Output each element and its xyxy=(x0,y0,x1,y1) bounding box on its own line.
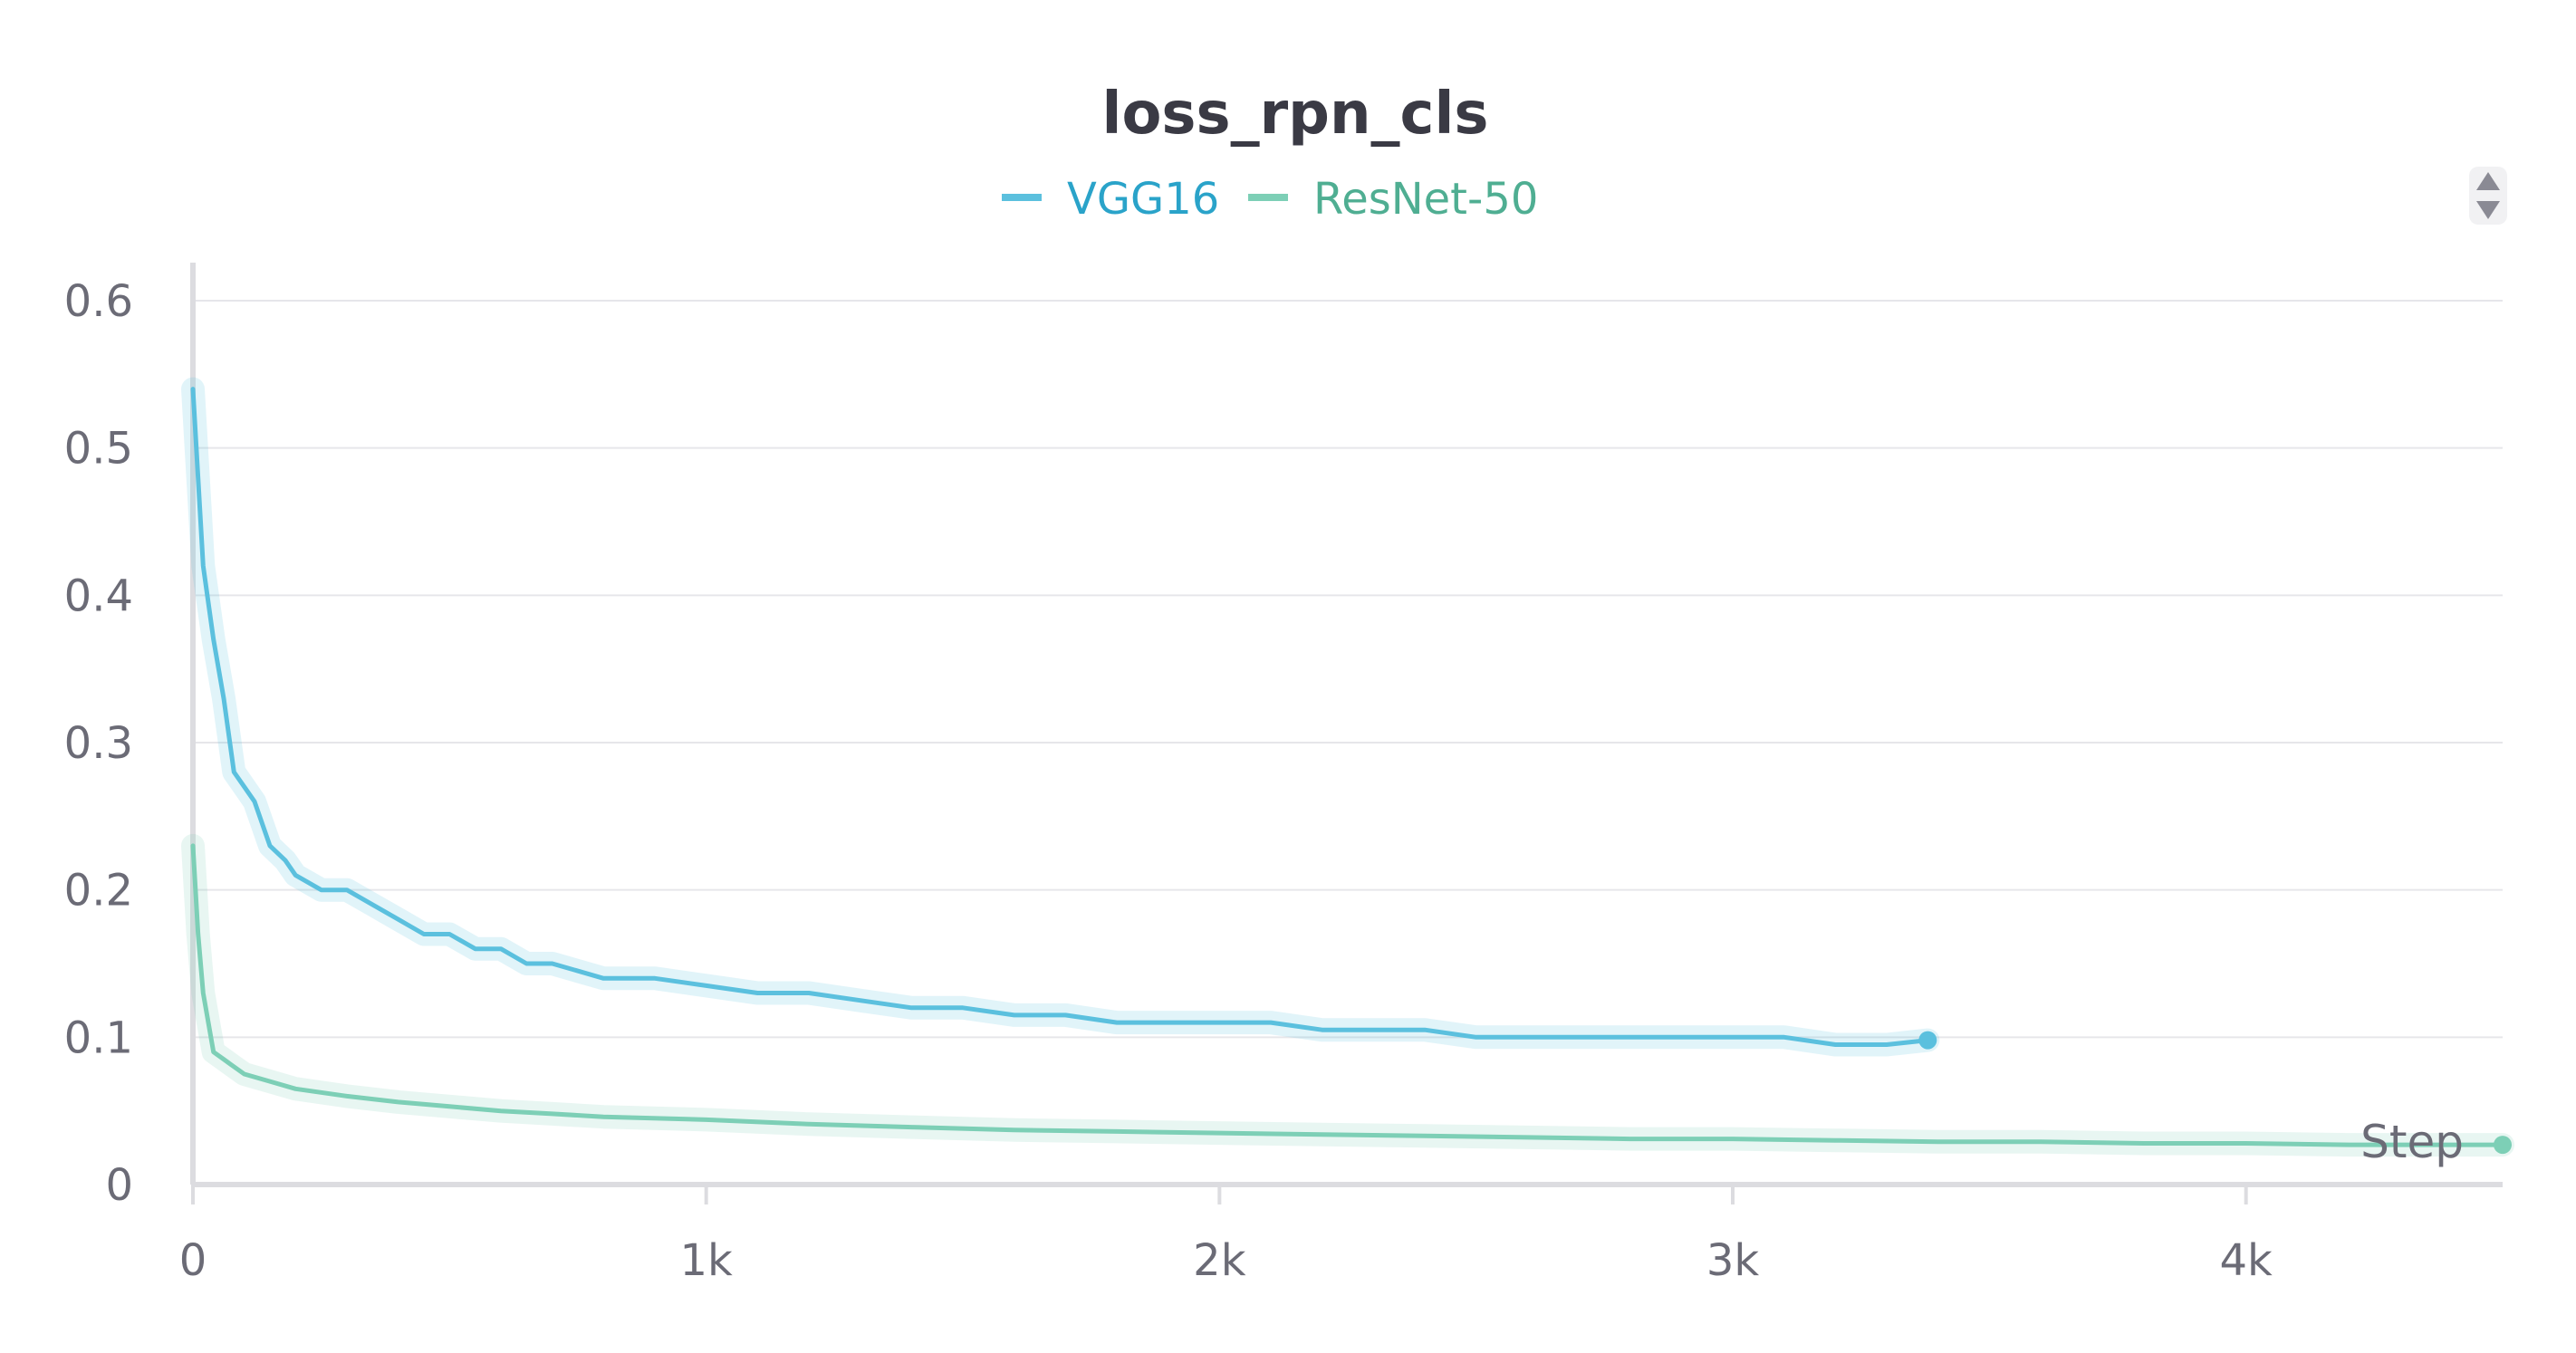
data-point-resnet50 xyxy=(1629,1138,1631,1140)
y-tick-label: 0.5 xyxy=(64,424,133,475)
data-point-resnet50 xyxy=(602,1116,604,1118)
data-point-vgg16 xyxy=(1116,1022,1118,1023)
data-point-resnet50 xyxy=(2040,1141,2042,1143)
data-point-resnet50 xyxy=(1937,1141,1939,1143)
data-point-vgg16 xyxy=(202,565,204,567)
x-tick-label: 1k xyxy=(679,1235,733,1286)
sort-arrows-icon[interactable] xyxy=(2469,167,2507,225)
x-tick-label: 3k xyxy=(1706,1235,1760,1286)
data-point-vgg16 xyxy=(244,786,245,788)
data-point-vgg16 xyxy=(1270,1022,1272,1023)
data-point-resnet50 xyxy=(1116,1130,1118,1132)
legend-label-resnet50[interactable]: ResNet-50 xyxy=(1313,174,1538,225)
legend-label-vgg16[interactable]: VGG16 xyxy=(1067,174,1219,225)
data-point-vgg16 xyxy=(1372,1029,1374,1031)
data-point-resnet50 xyxy=(2245,1142,2247,1144)
data-point-resnet50 xyxy=(269,1080,271,1082)
y-tick-label: 0.4 xyxy=(64,571,133,621)
data-point-resnet50 xyxy=(197,933,199,935)
data-point-resnet50 xyxy=(207,1022,209,1023)
data-point-vgg16 xyxy=(1732,1036,1734,1038)
series-band-vgg16 xyxy=(181,377,1940,1057)
data-point-resnet50 xyxy=(1424,1135,1426,1137)
x-tick-labels: 0 1k 2k 3k 4k xyxy=(179,1235,2273,1286)
data-point-resnet50 xyxy=(910,1127,912,1128)
data-point-vgg16 xyxy=(475,948,476,950)
data-point-vgg16 xyxy=(1064,1014,1066,1016)
data-point-vgg16 xyxy=(294,874,296,876)
data-point-resnet50 xyxy=(1732,1138,1734,1140)
data-point-vgg16 xyxy=(1680,1036,1682,1038)
data-point-vgg16 xyxy=(1475,1036,1477,1038)
data-point-resnet50 xyxy=(552,1113,553,1115)
y-tick-label: 0.2 xyxy=(64,866,133,916)
data-point-vgg16 xyxy=(1886,1043,1888,1045)
data-point-resnet50 xyxy=(2142,1142,2144,1144)
data-point-vgg16 xyxy=(654,977,656,979)
x-tick-label: 0 xyxy=(179,1235,207,1286)
data-point-resnet50 xyxy=(1834,1139,1836,1141)
data-point-vgg16 xyxy=(284,859,286,861)
data-point-resnet50 xyxy=(808,1123,810,1125)
y-tick-label: 0 xyxy=(105,1160,133,1211)
data-point-vgg16 xyxy=(962,1007,964,1009)
data-point-resnet50 xyxy=(2348,1144,2350,1146)
data-point-resnet50 xyxy=(500,1110,502,1112)
data-point-vgg16 xyxy=(223,697,225,699)
data-point-vgg16 xyxy=(1424,1029,1426,1031)
data-point-vgg16 xyxy=(1918,1031,1937,1050)
y-tick-label: 0.3 xyxy=(64,718,133,769)
data-point-resnet50 xyxy=(192,845,194,847)
y-tick-label: 0.1 xyxy=(64,1012,133,1063)
data-point-resnet50 xyxy=(223,1059,225,1060)
data-point-vgg16 xyxy=(321,889,322,891)
x-tick-label: 4k xyxy=(2219,1235,2273,1286)
data-point-vgg16 xyxy=(500,948,502,950)
grid-lines xyxy=(193,300,2503,1039)
series-lines xyxy=(181,377,2514,1157)
data-point-vgg16 xyxy=(910,1007,912,1009)
data-point-resnet50 xyxy=(244,1073,245,1075)
data-point-resnet50 xyxy=(398,1101,399,1103)
axes xyxy=(190,263,2503,1204)
x-tick-label: 2k xyxy=(1193,1235,1246,1286)
legend: VGG16 ResNet-50 xyxy=(1002,174,1538,225)
y-tick-labels: 0 0.1 0.2 0.3 0.4 0.5 0.6 xyxy=(64,276,133,1211)
data-point-resnet50 xyxy=(233,1066,235,1068)
data-point-resnet50 xyxy=(448,1106,450,1108)
data-point-vgg16 xyxy=(1834,1043,1836,1045)
data-point-vgg16 xyxy=(371,904,373,906)
data-point-vgg16 xyxy=(602,977,604,979)
data-point-vgg16 xyxy=(346,889,348,891)
data-point-vgg16 xyxy=(269,845,271,847)
data-point-vgg16 xyxy=(1578,1036,1580,1038)
data-point-resnet50 xyxy=(346,1095,348,1097)
data-point-vgg16 xyxy=(1629,1036,1631,1038)
data-point-resnet50 xyxy=(213,1051,215,1053)
data-point-resnet50 xyxy=(2494,1136,2512,1155)
data-point-vgg16 xyxy=(398,918,399,920)
data-point-vgg16 xyxy=(1526,1036,1528,1038)
data-point-vgg16 xyxy=(213,638,215,640)
data-point-vgg16 xyxy=(1783,1036,1785,1038)
data-point-vgg16 xyxy=(423,933,425,935)
data-point-vgg16 xyxy=(448,933,450,935)
data-point-resnet50 xyxy=(1218,1132,1220,1134)
x-axis-label: Step xyxy=(2360,1116,2464,1168)
y-tick-label: 0.6 xyxy=(64,276,133,327)
data-point-vgg16 xyxy=(1218,1022,1220,1023)
chart-title: loss_rpn_cls xyxy=(1102,81,1489,148)
data-point-resnet50 xyxy=(2450,1144,2452,1146)
